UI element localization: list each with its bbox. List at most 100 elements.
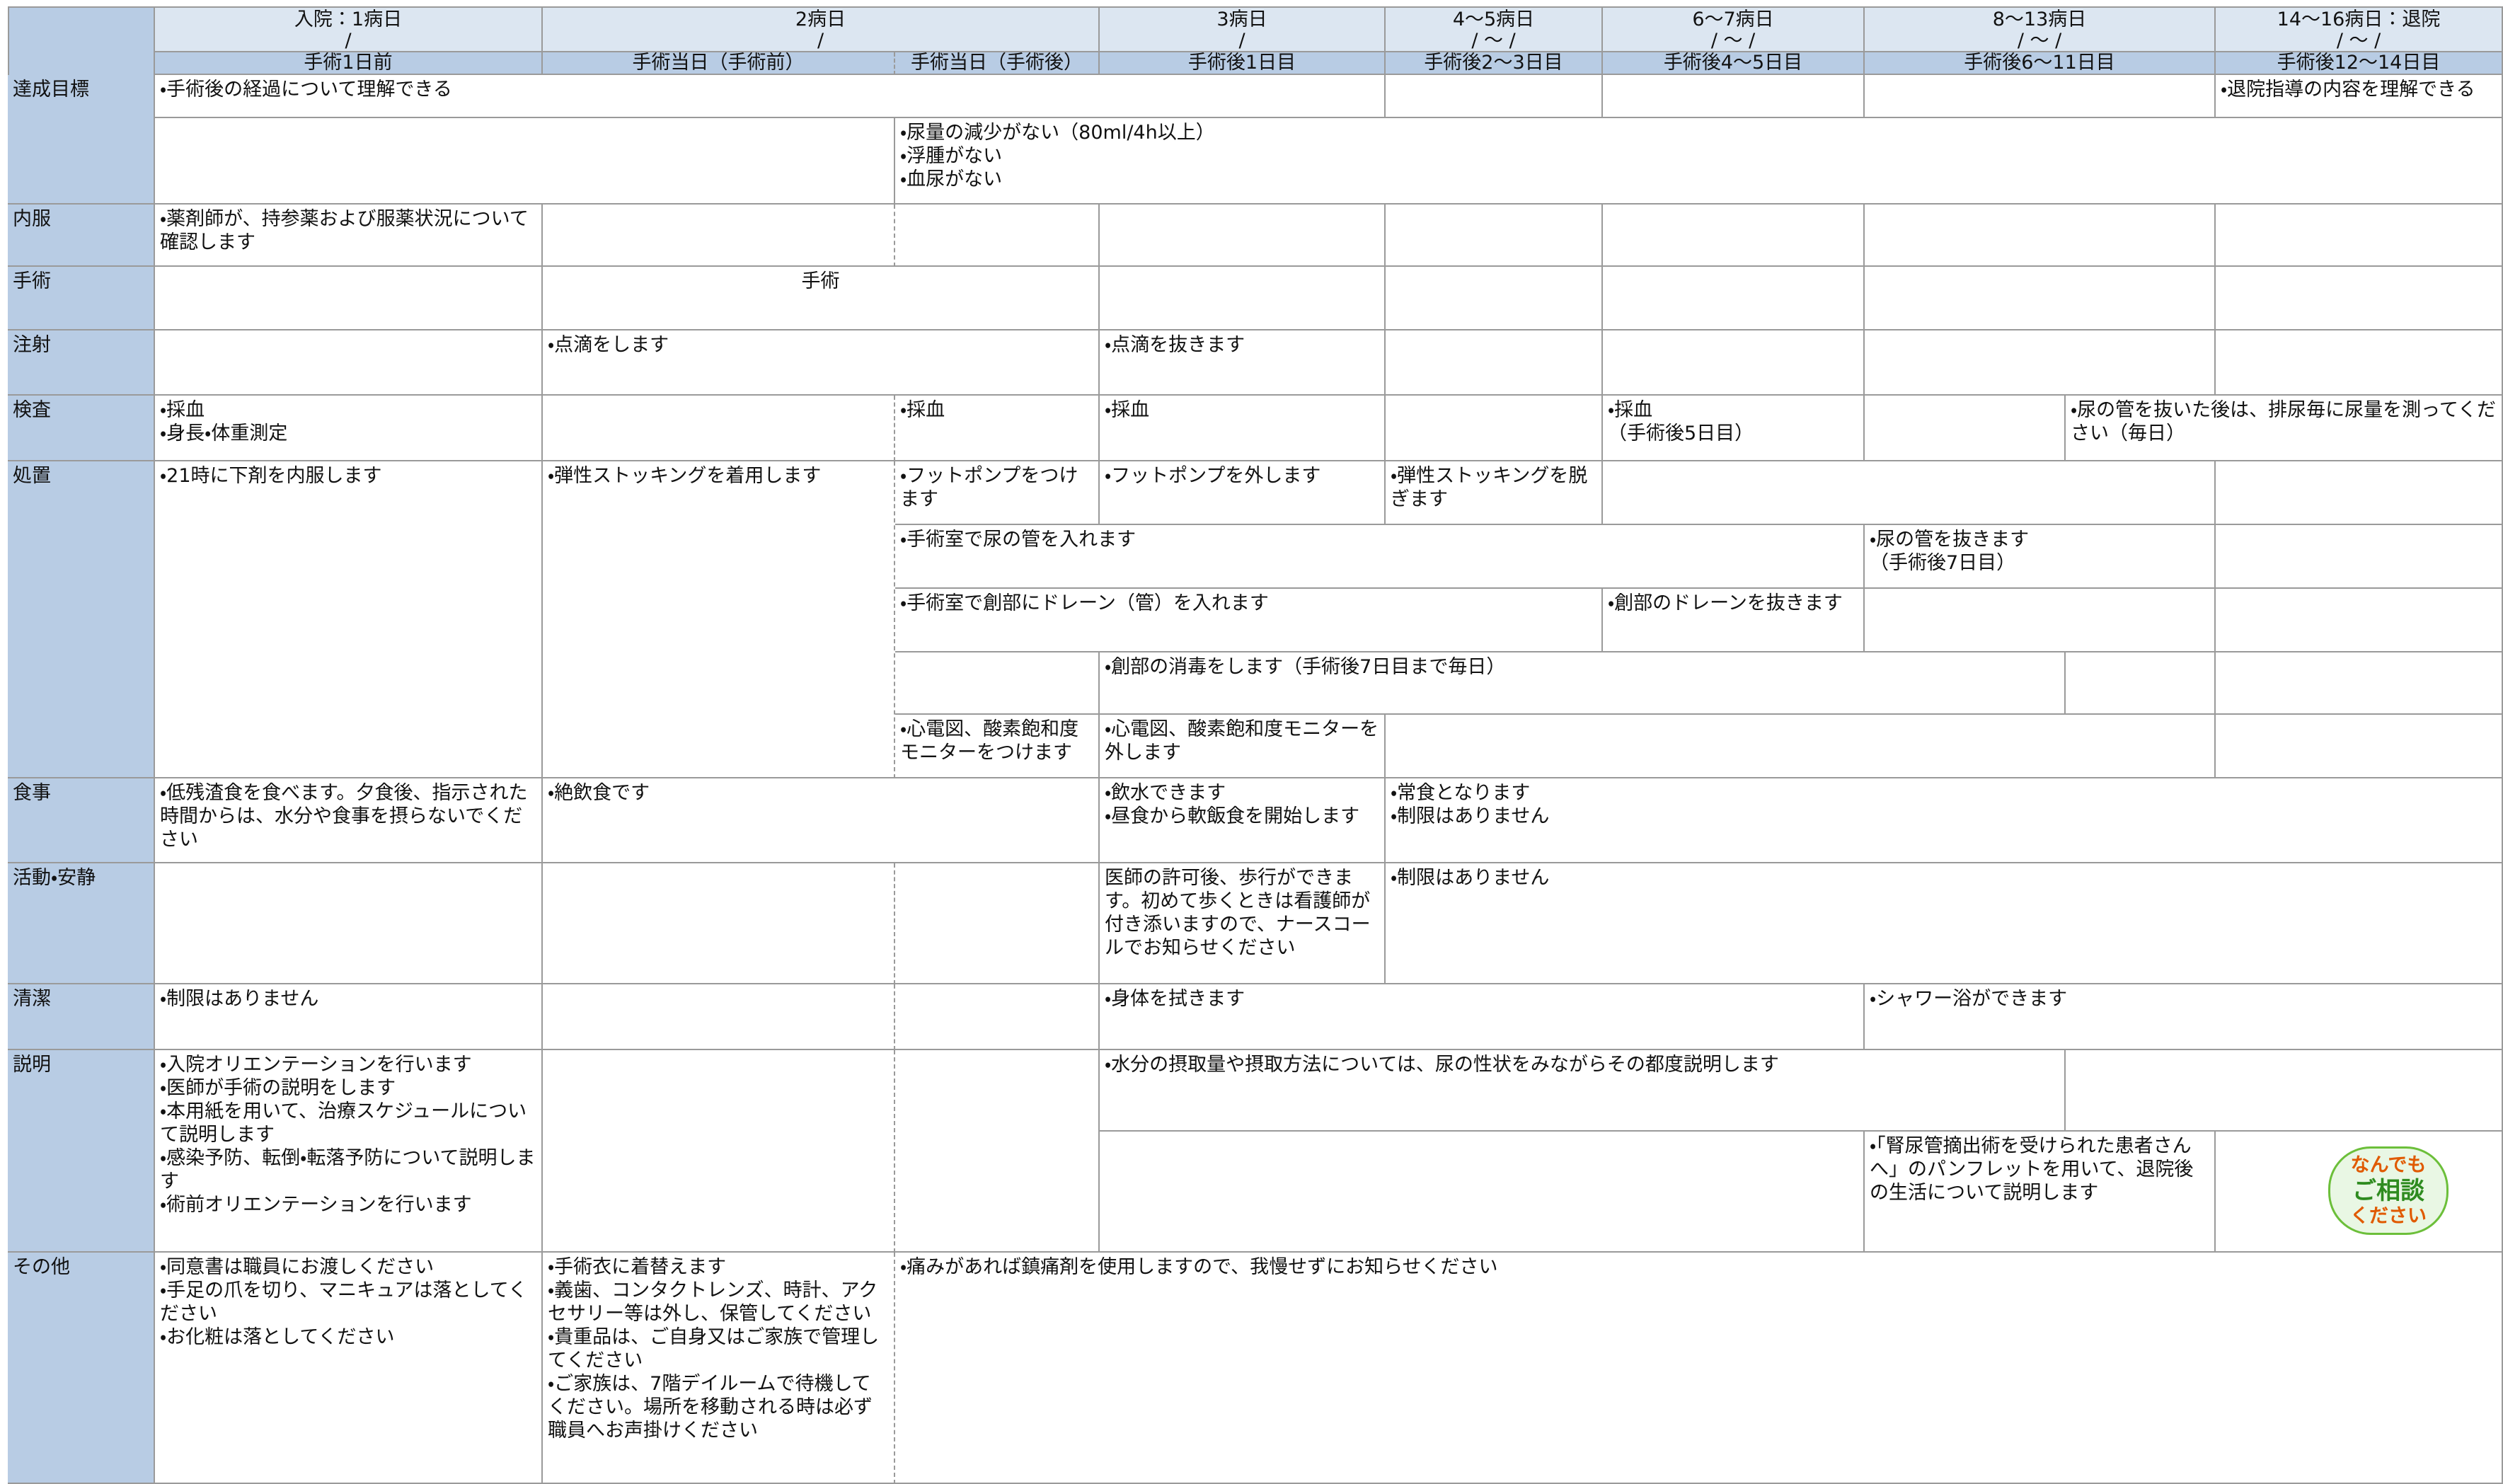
day-label: 2病日	[795, 8, 846, 30]
table-cell	[1100, 205, 1386, 267]
table-cell	[2066, 652, 2216, 715]
table-cell: ・同意書は職員にお渡しください ・手足の爪を切り、マニキュアは落としてください …	[155, 1253, 543, 1484]
table-cell	[155, 863, 543, 984]
row-label: 清潔	[8, 984, 155, 1050]
table-cell	[2216, 461, 2503, 525]
table-cell	[895, 984, 1100, 1050]
table-cell	[895, 1050, 1100, 1253]
table-cell: ・低残渣食を食べます。夕食後、指示された時間からは、水分や食事を摂らないでくださ…	[155, 778, 543, 863]
badge-text: ください	[2350, 1205, 2427, 1227]
row-label: 処置	[8, 461, 155, 778]
table-cell	[155, 330, 543, 396]
header-day: 3病日 /	[1100, 6, 1386, 52]
table-cell	[1865, 330, 2216, 396]
day-label: 3病日	[1216, 8, 1267, 30]
table-cell	[1386, 330, 1603, 396]
day-label: 8～13病日	[1992, 8, 2087, 30]
table-cell	[1603, 205, 1865, 267]
table-cell	[155, 267, 543, 330]
table-cell: ・シャワー浴ができます	[1865, 984, 2503, 1050]
day-label: 14～16病日：退院	[2277, 8, 2441, 30]
consult-badge: なんでも ご相談 ください	[2328, 1146, 2449, 1235]
table-cell	[543, 396, 895, 461]
table-cell	[1865, 75, 2216, 118]
table-cell	[895, 652, 1100, 715]
table-cell	[1865, 267, 2216, 330]
table-cell	[2216, 330, 2503, 396]
row-label: 達成目標	[8, 75, 155, 205]
table-cell: ・弾性ストッキングを脱ぎます	[1386, 461, 1603, 525]
table-cell: ・水分の摂取量や摂取方法については、尿の性状をみながらその都度説明します	[1100, 1050, 2066, 1132]
table-cell: ・薬剤師が、持参薬および服薬状況について確認します	[155, 205, 543, 267]
date-slot: / ～ /	[1710, 30, 1756, 52]
table-cell	[543, 1050, 895, 1253]
table-cell: 医師の許可後、歩行ができます。初めて歩くときは看護師が付き添いますので、ナースコ…	[1100, 863, 1386, 984]
table-cell: ・入院オリエンテーションを行います ・医師が手術の説明をします ・本用紙を用いて…	[155, 1050, 543, 1253]
header-day: 8～13病日 / ～ /	[1865, 6, 2216, 52]
table-cell: ・創部の消毒をします（手術後7日目まで毎日）	[1100, 652, 2066, 715]
table-cell	[1865, 205, 2216, 267]
row-label: 検査	[8, 396, 155, 461]
table-cell: ・フットポンプを外します	[1100, 461, 1386, 525]
table-cell: ・常食となります ・制限はありません	[1386, 778, 2503, 863]
table-cell	[543, 205, 895, 267]
table-cell: ・尿の管を抜きます （手術後7日目）	[1865, 525, 2216, 589]
table-cell: ・退院指導の内容を理解できる	[2216, 75, 2503, 118]
table-cell: ・絶飲食です	[543, 778, 1100, 863]
header-sub: 手術後6～11日目	[1865, 52, 2216, 75]
table-cell: ・痛みがあれば鎮痛剤を使用しますので、我慢せずにお知らせください	[895, 1253, 2503, 1484]
table-cell: ・心電図、酸素飽和度モニターをつけます	[895, 715, 1100, 778]
table-cell	[1386, 75, 1603, 118]
table-cell	[1100, 1132, 1865, 1253]
table-cell	[1386, 205, 1603, 267]
table-cell	[1603, 461, 2216, 525]
table-cell: ・フットポンプをつけます	[895, 461, 1100, 525]
row-label: その他	[8, 1253, 155, 1484]
table-cell	[2216, 652, 2503, 715]
date-slot: / ～ /	[2336, 30, 2381, 52]
table-cell: ・採血	[1100, 396, 1386, 461]
table-cell	[543, 984, 895, 1050]
date-slot: /	[345, 30, 352, 52]
table-cell	[2216, 267, 2503, 330]
table-cell	[2066, 1050, 2503, 1132]
table-cell	[2216, 715, 2503, 778]
row-label: 食事	[8, 778, 155, 863]
header-day: 2病日 /	[543, 6, 1100, 52]
day-label: 4～5病日	[1452, 8, 1535, 30]
table-cell: ・採血 ・身長・体重測定	[155, 396, 543, 461]
date-slot: / ～ /	[2017, 30, 2062, 52]
row-label: 注射	[8, 330, 155, 396]
table-cell: ・手術室で尿の管を入れます	[895, 525, 1865, 589]
row-label: 説明	[8, 1050, 155, 1253]
table-cell: ・弾性ストッキングを着用します	[543, 461, 895, 778]
table-cell: ・尿の管を抜いた後は、排尿毎に尿量を測ってください（毎日）	[2066, 396, 2503, 461]
table-cell	[1386, 715, 2216, 778]
header-sub: 手術1日前	[155, 52, 543, 75]
header-sub: 手術後1日目	[1100, 52, 1386, 75]
header-sub: 手術後12～14日目	[2216, 52, 2503, 75]
table-cell: ・手術後の経過について理解できる	[155, 75, 1386, 118]
row-label: 内服	[8, 205, 155, 267]
row-label: 活動・安静	[8, 863, 155, 984]
table-cell: ・尿量の減少がない（80ml/4h以上） ・浮腫がない ・血尿がない	[895, 118, 2503, 205]
table-cell: ・飲水できます ・昼食から軟飯食を開始します	[1100, 778, 1386, 863]
table-cell: ・21時に下剤を内服します	[155, 461, 543, 778]
header-day: 4～5病日 / ～ /	[1386, 6, 1603, 52]
table-cell: ・手術室で創部にドレーン（管）を入れます	[895, 589, 1603, 652]
table-cell: ・「腎尿管摘出術を受けられた患者さんへ」のパンフレットを用いて、退院後の生活につ…	[1865, 1132, 2216, 1253]
day-label: 6～7病日	[1692, 8, 1774, 30]
header-sub: 手術後4～5日目	[1603, 52, 1865, 75]
table-cell: ・心電図、酸素飽和度モニターを外します	[1100, 715, 1386, 778]
header-day: 14～16病日：退院 / ～ /	[2216, 6, 2503, 52]
row-label: 手術	[8, 267, 155, 330]
table-cell	[1100, 267, 1386, 330]
table-cell: ・採血	[895, 396, 1100, 461]
table-cell	[2216, 205, 2503, 267]
table-cell	[1386, 396, 1603, 461]
day-label: 入院：1病日	[294, 8, 403, 30]
table-cell: ・制限はありません	[155, 984, 543, 1050]
header-day: 入院：1病日 /	[155, 6, 543, 52]
header-sub: 手術当日（手術後）	[895, 52, 1100, 75]
table-cell: ・点滴をします	[543, 330, 1100, 396]
